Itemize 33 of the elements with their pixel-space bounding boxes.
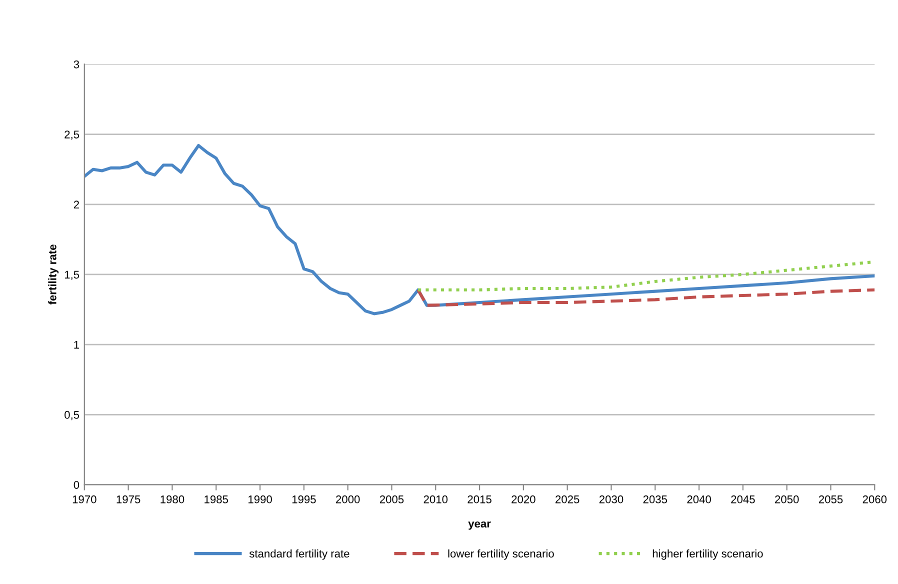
x-tick-label: 2025 — [556, 495, 580, 504]
x-tick-label: 2030 — [599, 495, 624, 504]
y-tick-label: 0,5 — [64, 410, 80, 420]
x-tick-label: 1980 — [160, 495, 184, 504]
x-tick-label: 1970 — [72, 495, 96, 504]
x-tick-label: 1975 — [116, 495, 140, 504]
y-axis-title: fertility rate — [48, 244, 59, 305]
x-tick-label: 2045 — [731, 495, 755, 504]
x-tick-label: 2035 — [643, 495, 668, 504]
y-tick-label: 1,5 — [64, 270, 80, 280]
legend-label: standard fertility rate — [249, 549, 350, 560]
x-tick-label: 2040 — [687, 495, 711, 504]
x-tick-label: 2050 — [775, 495, 799, 504]
x-axis-title: year — [468, 521, 491, 530]
x-tick-label: 2020 — [512, 495, 536, 504]
x-tick-label: 1990 — [248, 495, 272, 504]
x-tick-label: 1985 — [204, 495, 228, 504]
line-series — [84, 144, 875, 316]
x-tick-label: 2010 — [424, 495, 448, 504]
legend-label: higher fertility scenario — [652, 549, 763, 560]
x-tick-label: 2060 — [862, 495, 887, 504]
legend-label: lower fertility scenario — [448, 549, 554, 560]
x-tick-label: 2000 — [336, 495, 360, 504]
x-tick-label: 1995 — [292, 495, 316, 504]
y-tick-label: 2,5 — [64, 130, 80, 140]
line-series — [416, 288, 875, 307]
x-tick-label: 2055 — [818, 495, 843, 504]
y-tick-label: 3 — [74, 60, 80, 68]
x-tick-label: 2015 — [468, 495, 492, 504]
y-tick-label: 1 — [74, 340, 80, 349]
x-tick-label: 2005 — [380, 495, 404, 504]
y-tick-label: 2 — [74, 200, 79, 208]
y-tick-label: 0 — [74, 480, 80, 489]
